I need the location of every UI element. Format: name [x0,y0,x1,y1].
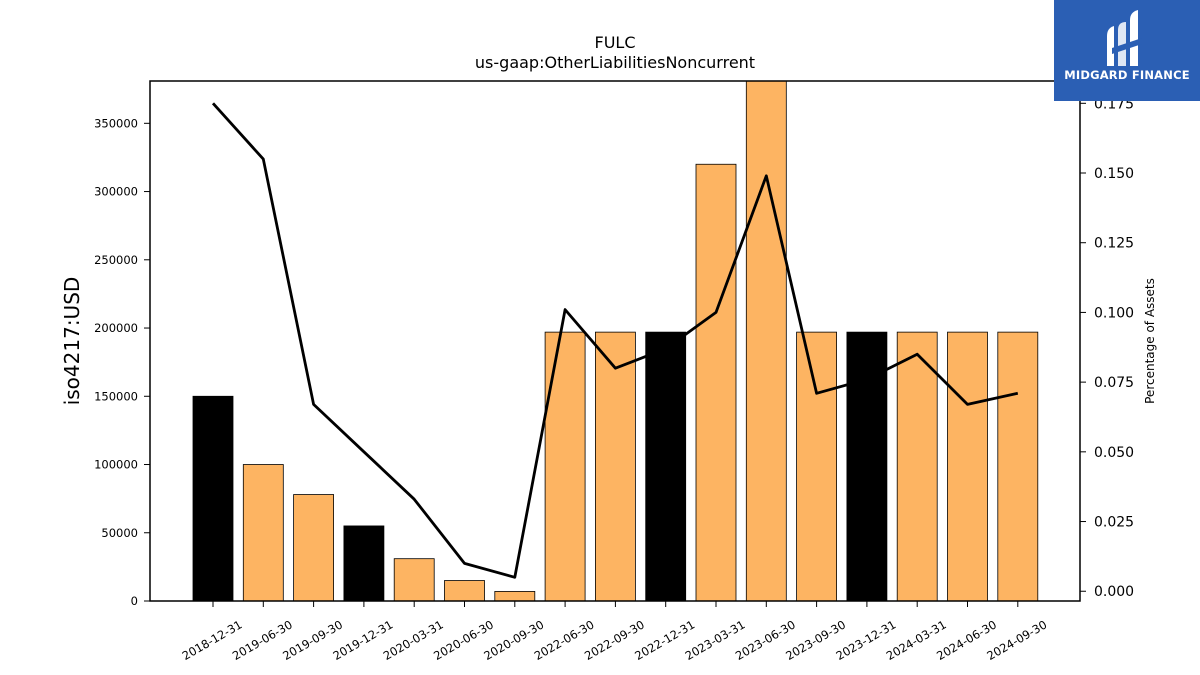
bar-2022-12-31 [645,331,687,602]
bar-2020-09-30 [494,591,536,602]
percentage-line [211,102,1019,579]
midgard-finance-logo: MIDGARD FINANCE [1054,0,1200,101]
bar-2019-12-31 [343,525,385,602]
bar-2023-12-31 [846,331,888,602]
y-tick-label: 50000 [101,526,138,540]
bar-2018-12-31 [192,395,234,602]
y2-tick-label: 0.075 [1094,375,1134,391]
bar-2019-09-30 [293,494,335,602]
y2-axis-label: Percentage of Assets [1143,278,1157,404]
y-tick-label: 150000 [94,389,138,403]
logo-mark-icon [1107,10,1142,66]
y2-tick-label: 0.125 [1094,236,1134,252]
bar-2022-06-30 [544,331,586,602]
line-group [211,102,1019,579]
bar-2024-06-30 [947,331,988,602]
y2-tick-label: 0.150 [1094,166,1134,182]
y2-tick-label: 0.050 [1094,445,1134,461]
bar-2020-06-30 [444,580,485,602]
y-tick-label: 350000 [94,116,138,130]
y-tick-label: 100000 [94,458,138,472]
bar-2020-03-31 [393,558,435,602]
y2-tick-label: 0.000 [1094,584,1134,600]
y-tick-label: 200000 [94,321,138,335]
logo-text: MIDGARD FINANCE [1064,68,1190,82]
y2-tick-label: 0.100 [1094,305,1134,321]
bar-2019-06-30 [242,464,284,602]
bar-2023-03-31 [695,163,737,602]
y-axis: 0 50000 100000 150000 200000 250000 300000 3500… [94,116,150,608]
chart-subtitle: us-gaap:OtherLiabilitiesNoncurrent [475,53,755,72]
bar-2024-03-31 [896,331,938,602]
y2-tick-label: 0.025 [1094,515,1134,531]
y-tick-label: 0 [131,594,138,608]
bars-group [192,80,1039,602]
bar-2022-09-30 [595,331,636,602]
bar-2024-09-30 [997,331,1039,602]
chart-title: FULC [595,33,636,52]
y-axis-label: iso4217:USD [60,277,84,406]
x-axis: 2018-12-312019-06-302019-09-302019-12-31… [180,601,1049,663]
y-tick-label: 250000 [94,253,138,267]
bar-2023-06-30 [745,80,787,602]
y-tick-label: 300000 [94,185,138,199]
bar-2023-09-30 [796,331,837,602]
